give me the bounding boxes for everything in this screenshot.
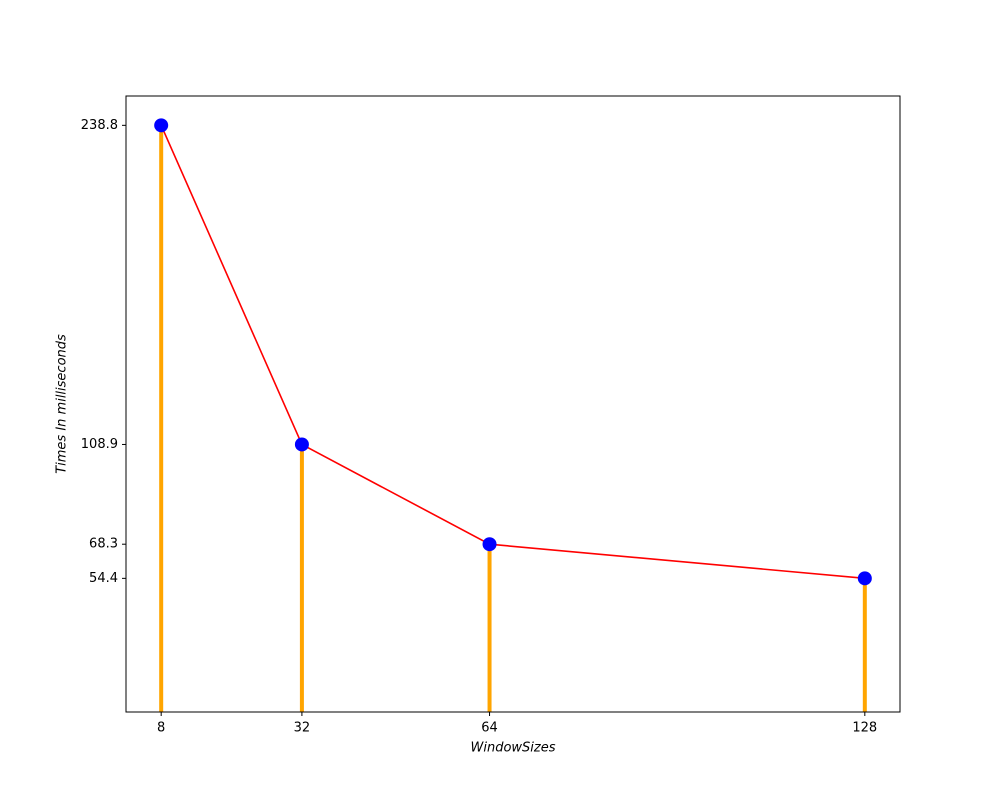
marker	[482, 537, 497, 552]
marker	[857, 571, 872, 586]
y-tick-label: 108.9	[81, 437, 118, 452]
x-tick-label: 64	[481, 721, 498, 736]
line	[160, 125, 865, 580]
y-tick-label: 68.3	[89, 537, 118, 552]
y-tick-label: 54.4	[89, 571, 118, 586]
y-tick-label: 238.8	[81, 118, 118, 133]
marker	[294, 437, 309, 452]
x-tick-label: 8	[157, 721, 165, 736]
y-axis-label: Times In milliseconds	[55, 334, 70, 474]
plot-frame	[125, 95, 901, 713]
x-tick-label: 128	[852, 721, 877, 736]
marker	[154, 118, 169, 133]
x-axis-label: WindowSizes	[470, 741, 555, 756]
x-tick-label: 32	[294, 721, 311, 736]
